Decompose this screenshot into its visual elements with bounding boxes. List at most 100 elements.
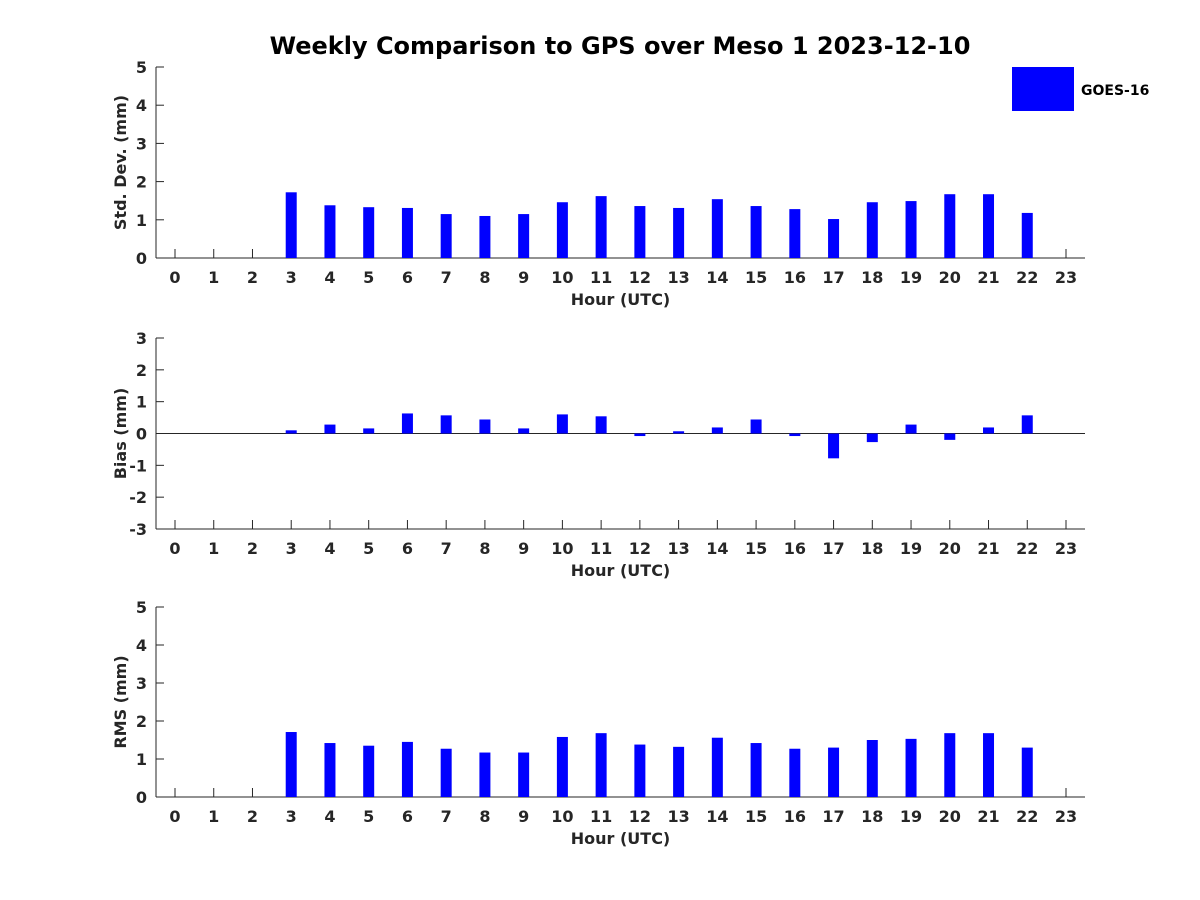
y-axis-label: Std. Dev. (mm) (111, 95, 130, 230)
x-tick-label: 13 (667, 268, 689, 287)
bar-hour-7 (440, 415, 452, 434)
bar-hour-18 (866, 740, 878, 797)
bar-hour-10 (556, 414, 568, 434)
x-tick-label: 12 (629, 268, 651, 287)
x-tick-label: 18 (861, 268, 883, 287)
x-tick-label: 21 (977, 268, 999, 287)
bar-hour-9 (518, 214, 530, 258)
bar-hour-18 (866, 433, 878, 443)
bar-hour-13 (673, 431, 685, 434)
x-tick-label: 23 (1055, 268, 1077, 287)
x-tick-label: 7 (441, 807, 452, 826)
x-tick-label: 14 (706, 539, 728, 558)
bar-hour-6 (401, 741, 413, 797)
x-tick-label: 1 (208, 807, 219, 826)
bar-hour-8 (479, 419, 491, 434)
x-tick-label: 21 (977, 807, 999, 826)
x-tick-label: 11 (590, 807, 612, 826)
x-tick-label: 3 (286, 268, 297, 287)
y-tick-label: 4 (136, 636, 147, 655)
bar-hour-22 (1021, 212, 1033, 258)
bar-hour-15 (750, 743, 762, 797)
legend: GOES-16 (1012, 67, 1149, 111)
x-axis-label: Hour (UTC) (571, 290, 671, 309)
bar-hour-9 (518, 752, 530, 797)
x-tick-label: 8 (479, 807, 490, 826)
y-tick-label: 2 (136, 712, 147, 731)
x-tick-label: 23 (1055, 539, 1077, 558)
x-tick-label: 10 (551, 268, 573, 287)
x-tick-label: 15 (745, 268, 767, 287)
bar-hour-14 (711, 427, 723, 434)
bar-hour-12 (634, 744, 646, 797)
x-tick-label: 11 (590, 539, 612, 558)
bar-hour-22 (1021, 415, 1033, 434)
bar-hour-4 (324, 743, 336, 797)
x-tick-label: 4 (324, 268, 335, 287)
x-tick-label: 19 (900, 539, 922, 558)
x-tick-label: 14 (706, 268, 728, 287)
bar-hour-21 (983, 427, 995, 434)
bar-hour-4 (324, 424, 336, 434)
x-tick-label: 17 (822, 539, 844, 558)
y-tick-label: 0 (136, 788, 147, 807)
legend-swatch (1012, 67, 1074, 111)
x-tick-label: 9 (518, 539, 529, 558)
bar-hour-5 (363, 207, 375, 258)
bar-hour-19 (905, 201, 917, 258)
bar-hour-21 (983, 733, 995, 797)
y-tick-label: 2 (136, 361, 147, 380)
x-tick-label: 5 (363, 539, 374, 558)
bar-hour-17 (828, 219, 840, 258)
y-tick-label: -3 (129, 520, 147, 539)
x-tick-label: 13 (667, 539, 689, 558)
bar-hour-5 (363, 745, 375, 797)
bar-hour-14 (711, 737, 723, 797)
x-tick-label: 2 (247, 807, 258, 826)
x-tick-label: 1 (208, 539, 219, 558)
x-tick-label: 9 (518, 268, 529, 287)
x-tick-label: 9 (518, 807, 529, 826)
x-tick-label: 13 (667, 807, 689, 826)
x-tick-label: 20 (939, 807, 961, 826)
x-tick-label: 17 (822, 807, 844, 826)
x-tick-label: 10 (551, 539, 573, 558)
bar-hour-22 (1021, 747, 1033, 797)
bar-hour-16 (789, 748, 801, 797)
bar-hour-5 (363, 428, 375, 434)
y-axis-label: Bias (mm) (111, 388, 130, 480)
bar-hour-15 (750, 419, 762, 434)
bar-hour-11 (595, 196, 607, 258)
bar-hour-7 (440, 748, 452, 797)
x-tick-label: 3 (286, 539, 297, 558)
x-tick-label: 16 (784, 268, 806, 287)
bar-hour-4 (324, 205, 336, 258)
x-tick-label: 12 (629, 539, 651, 558)
bar-hour-10 (556, 736, 568, 797)
bar-hour-19 (905, 424, 917, 434)
x-tick-label: 17 (822, 268, 844, 287)
x-tick-label: 19 (900, 268, 922, 287)
chart-title: Weekly Comparison to GPS over Meso 1 202… (270, 32, 971, 60)
bar-hour-12 (634, 206, 646, 258)
bar-hour-15 (750, 206, 762, 258)
bar-hour-8 (479, 752, 491, 797)
x-tick-label: 4 (324, 539, 335, 558)
bar-hour-20 (944, 194, 956, 258)
bar-hour-16 (789, 209, 801, 258)
x-tick-label: 7 (441, 539, 452, 558)
x-tick-label: 19 (900, 807, 922, 826)
y-tick-label: 4 (136, 96, 147, 115)
bar-hour-14 (711, 199, 723, 258)
bar-hour-10 (556, 202, 568, 258)
y-axis-label: RMS (mm) (111, 655, 130, 748)
legend-label: GOES-16 (1081, 83, 1149, 99)
y-tick-label: 0 (136, 425, 147, 444)
bar-hour-9 (518, 428, 530, 434)
x-tick-label: 20 (939, 539, 961, 558)
x-tick-label: 12 (629, 807, 651, 826)
bar-hour-3 (285, 732, 297, 797)
x-tick-label: 21 (977, 539, 999, 558)
